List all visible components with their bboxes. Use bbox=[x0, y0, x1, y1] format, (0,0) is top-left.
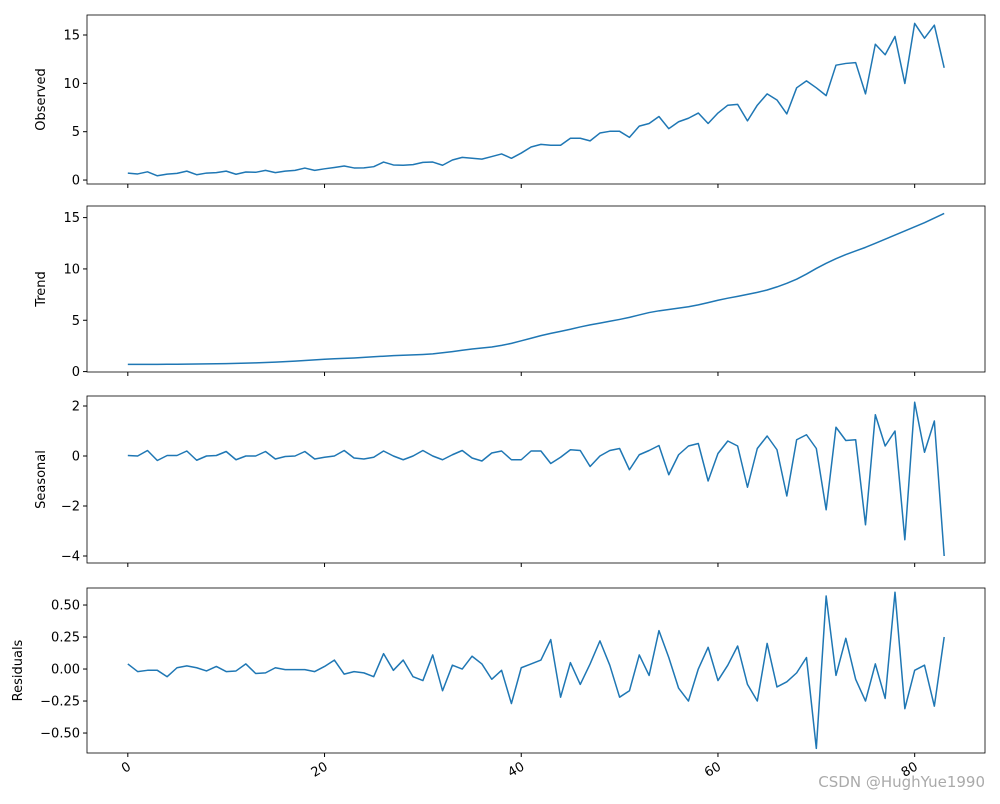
y-tick-label: 0 bbox=[72, 174, 80, 189]
series-line bbox=[127, 401, 945, 557]
y-tick-label: 0.25 bbox=[51, 631, 80, 646]
x-tick-label: 60 bbox=[702, 759, 724, 780]
y-axis-label: Trend bbox=[34, 271, 49, 308]
y-tick-label: −0.50 bbox=[40, 727, 80, 742]
y-tick-label: 0 bbox=[72, 450, 80, 465]
y-tick-label: −0.25 bbox=[40, 695, 80, 710]
series-line bbox=[127, 591, 945, 750]
y-axis-label: Residuals bbox=[11, 639, 26, 701]
y-tick-label: 2 bbox=[72, 400, 80, 415]
y-tick-label: 15 bbox=[63, 211, 80, 226]
y-tick-label: 15 bbox=[63, 29, 80, 44]
y-axis-label: Seasonal bbox=[34, 450, 49, 509]
series-line bbox=[127, 22, 945, 177]
y-tick-label: 10 bbox=[63, 77, 80, 92]
y-tick-label: 5 bbox=[72, 314, 80, 329]
series-line bbox=[127, 212, 945, 366]
axes-frame bbox=[86, 395, 986, 564]
y-tick-label: 0.00 bbox=[51, 663, 80, 678]
y-tick-label: 0 bbox=[72, 365, 80, 380]
x-tick-label: 40 bbox=[505, 759, 527, 780]
y-tick-label: −2 bbox=[61, 500, 80, 515]
y-tick-label: −4 bbox=[61, 550, 80, 565]
y-tick-label: 5 bbox=[72, 125, 80, 140]
axes-frame bbox=[86, 205, 986, 373]
axes-frame bbox=[86, 14, 986, 185]
x-tick-label: 20 bbox=[309, 759, 331, 780]
watermark: CSDN @HughYue1990 bbox=[818, 773, 985, 791]
y-tick-label: 10 bbox=[63, 262, 80, 277]
y-tick-label: 0.50 bbox=[51, 599, 80, 614]
axes-frame bbox=[86, 587, 986, 754]
y-axis-label: Observed bbox=[34, 68, 49, 131]
x-tick-label: 80 bbox=[899, 759, 921, 780]
